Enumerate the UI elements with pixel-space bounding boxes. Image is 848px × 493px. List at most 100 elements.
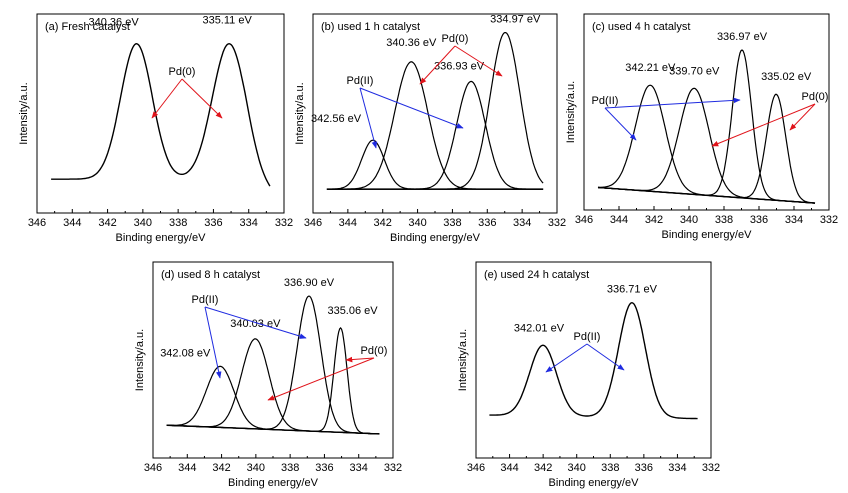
- x-tick-label: 336: [635, 462, 653, 474]
- fitted-peak: [326, 32, 544, 190]
- xps-panel: 346 344 342 340 338 336 334 332 Binding energy/e…: [294, 13, 566, 244]
- peak-label: 336.93 eV: [434, 60, 485, 72]
- annotation-label: Pd(II): [574, 331, 601, 343]
- x-tick-label: 342: [212, 462, 230, 474]
- annotation-label: Pd(II): [592, 95, 619, 107]
- x-tick-label: 340: [134, 217, 152, 229]
- x-axis-label: Binding energy/eV: [228, 477, 319, 489]
- annotation-arrow: [789, 103, 816, 131]
- spectrum-curve: [489, 302, 698, 420]
- x-tick-label: 336: [750, 214, 768, 226]
- x-tick-label: 346: [467, 462, 485, 474]
- x-tick-label: 340: [568, 462, 586, 474]
- x-tick-label: 342: [98, 217, 116, 229]
- x-tick-label: 332: [702, 462, 720, 474]
- x-axis-label: Binding energy/eV: [390, 232, 481, 244]
- annotation-arrow: [181, 78, 223, 119]
- x-tick-label: 342: [534, 462, 552, 474]
- peak-label: 340.36 eV: [89, 17, 140, 29]
- annotation-arrow: [419, 45, 456, 85]
- fitted-peak: [597, 93, 816, 204]
- annotation-arrow: [586, 343, 625, 371]
- fitted-peak: [326, 61, 544, 190]
- annotation-label: Pd(0): [442, 33, 469, 45]
- x-tick-label: 334: [240, 217, 258, 229]
- peak-label: 342.01 eV: [514, 322, 565, 334]
- peak-label: 339.70 eV: [669, 65, 720, 77]
- peak-label: 342.08 eV: [160, 347, 211, 359]
- annotation-label: Pd(0): [169, 66, 196, 78]
- x-tick-label: 336: [204, 217, 222, 229]
- xps-panel: 346 344 342 340 338 336 334 332 Binding energy/e…: [134, 261, 402, 489]
- x-tick-label: 332: [384, 462, 402, 474]
- peak-label: 336.97 eV: [717, 31, 768, 43]
- xps-panel: 346 344 342 340 338 336 334 332 Binding energy/e…: [18, 13, 293, 244]
- x-tick-label: 344: [178, 462, 196, 474]
- x-tick-label: 346: [575, 214, 593, 226]
- x-tick-label: 344: [63, 217, 81, 229]
- annotation-arrow: [345, 356, 375, 363]
- annotation-arrow: [604, 97, 741, 109]
- panel-title: (c) used 4 h catalyst: [592, 21, 690, 33]
- annotation-arrow: [151, 78, 183, 119]
- annotation-label: Pd(0): [361, 345, 388, 357]
- x-tick-label: 336: [315, 462, 333, 474]
- x-tick-label: 338: [443, 217, 461, 229]
- x-axis-label: Binding energy/eV: [116, 232, 207, 244]
- annotation-arrow: [359, 87, 464, 129]
- x-axis-label: Binding energy/eV: [549, 477, 640, 489]
- x-tick-label: 338: [601, 462, 619, 474]
- peak-label: 335.06 eV: [327, 305, 378, 317]
- y-axis-label: Intensity/a.u.: [134, 329, 146, 391]
- annotation-arrow: [359, 87, 378, 149]
- annotation-label: Pd(II): [192, 294, 219, 306]
- fitted-peak: [598, 84, 816, 204]
- x-tick-label: 338: [281, 462, 299, 474]
- annotation-arrow: [454, 45, 503, 77]
- x-tick-label: 334: [350, 462, 368, 474]
- x-tick-label: 344: [610, 214, 628, 226]
- y-axis-label: Intensity/a.u.: [18, 82, 30, 144]
- x-tick-label: 338: [169, 217, 187, 229]
- annotation-arrow: [267, 357, 375, 401]
- xps-panel: 346 344 342 340 338 336 334 332 Binding energy/e…: [565, 13, 838, 241]
- peak-label: 334.97 eV: [490, 13, 541, 25]
- x-tick-label: 332: [548, 217, 566, 229]
- panel-title: (d) used 8 h catalyst: [161, 269, 260, 281]
- panel-title: (b) used 1 h catalyst: [321, 21, 420, 33]
- annotation-label: Pd(II): [347, 75, 374, 87]
- peak-label: 335.11 eV: [202, 15, 252, 27]
- x-tick-label: 334: [668, 462, 686, 474]
- peak-label: 336.90 eV: [284, 277, 335, 289]
- x-tick-label: 346: [144, 462, 162, 474]
- peak-label: 342.21 eV: [625, 62, 676, 74]
- panel-title: (e) used 24 h catalyst: [484, 269, 589, 281]
- y-axis-label: Intensity/a.u.: [457, 329, 469, 391]
- x-tick-label: 346: [28, 217, 46, 229]
- peak-label: 342.56 eV: [311, 113, 362, 125]
- fitted-peak: [326, 139, 544, 190]
- x-tick-label: 332: [275, 217, 293, 229]
- annotation-arrow: [711, 103, 816, 147]
- annotation-arrow: [204, 306, 222, 379]
- peak-label: 335.02 eV: [761, 71, 812, 83]
- x-tick-label: 336: [478, 217, 496, 229]
- x-tick-label: 342: [645, 214, 663, 226]
- x-tick-label: 340: [680, 214, 698, 226]
- x-tick-label: 338: [715, 214, 733, 226]
- plot-frame: [583, 13, 830, 211]
- x-tick-label: 346: [304, 217, 322, 229]
- peak-label: 340.36 eV: [386, 37, 437, 49]
- x-tick-label: 340: [247, 462, 265, 474]
- x-tick-label: 344: [339, 217, 357, 229]
- annotation-label: Pd(0): [802, 91, 829, 103]
- y-axis-label: Intensity/a.u.: [565, 81, 577, 143]
- plot-frame: [475, 261, 712, 459]
- x-tick-label: 334: [785, 214, 803, 226]
- x-tick-label: 334: [513, 217, 531, 229]
- x-tick-label: 344: [500, 462, 518, 474]
- annotation-arrow: [604, 107, 637, 141]
- xps-panel: 346 344 342 340 338 336 334 332 Binding energy/e…: [457, 261, 720, 489]
- peak-label: 336.71 eV: [607, 284, 658, 296]
